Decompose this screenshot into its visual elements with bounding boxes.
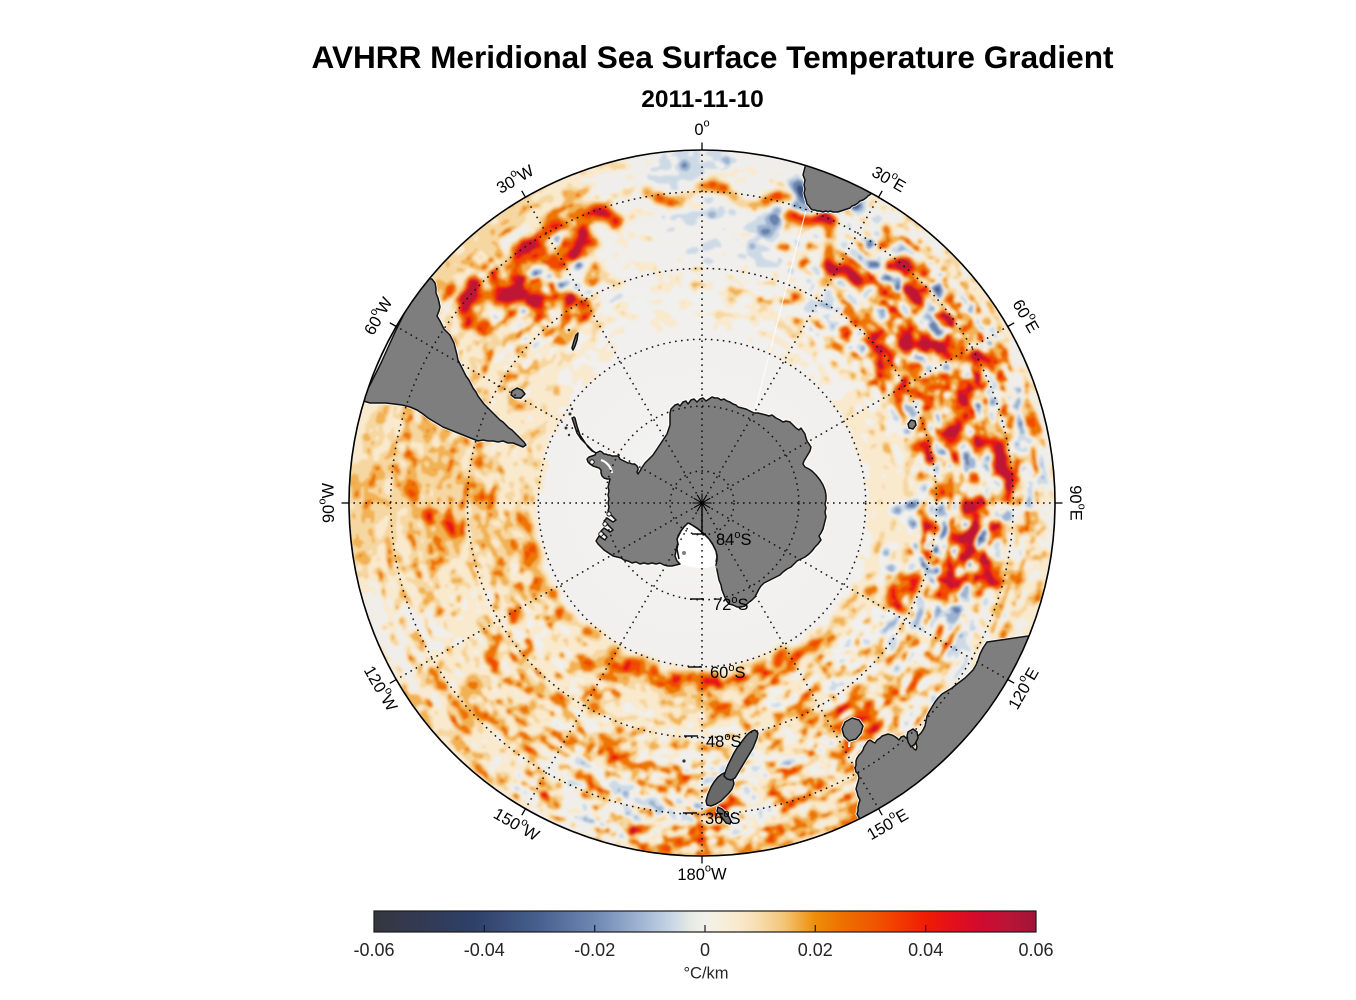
svg-text:84oS: 84oS bbox=[716, 529, 752, 549]
svg-text:60oW: 60oW bbox=[358, 293, 397, 339]
svg-text:0o: 0o bbox=[694, 117, 709, 138]
svg-text:0: 0 bbox=[700, 940, 710, 960]
svg-text:30oW: 30oW bbox=[492, 159, 538, 198]
svg-text:30oE: 30oE bbox=[869, 160, 910, 196]
svg-text:0.02: 0.02 bbox=[798, 940, 833, 960]
svg-text:0.06: 0.06 bbox=[1018, 940, 1053, 960]
svg-text:2011-11-10: 2011-11-10 bbox=[641, 86, 764, 113]
svg-text:-0.06: -0.06 bbox=[353, 940, 394, 960]
svg-text:AVHRR Meridional Sea Surface T: AVHRR Meridional Sea Surface Temperature… bbox=[312, 39, 1115, 75]
svg-text:180oW: 180oW bbox=[677, 862, 727, 883]
svg-text:0.04: 0.04 bbox=[908, 940, 943, 960]
svg-text:90oW: 90oW bbox=[316, 483, 337, 523]
svg-text:-0.02: -0.02 bbox=[574, 940, 615, 960]
svg-text:60oE: 60oE bbox=[1008, 295, 1044, 336]
svg-text:48oS: 48oS bbox=[706, 731, 742, 751]
svg-text:°C/km: °C/km bbox=[683, 965, 728, 983]
svg-text:60oS: 60oS bbox=[710, 662, 746, 682]
svg-text:36oS: 36oS bbox=[705, 808, 741, 828]
svg-text:90oE: 90oE bbox=[1066, 485, 1087, 521]
svg-text:72oS: 72oS bbox=[713, 594, 749, 614]
svg-text:-0.04: -0.04 bbox=[464, 940, 505, 960]
